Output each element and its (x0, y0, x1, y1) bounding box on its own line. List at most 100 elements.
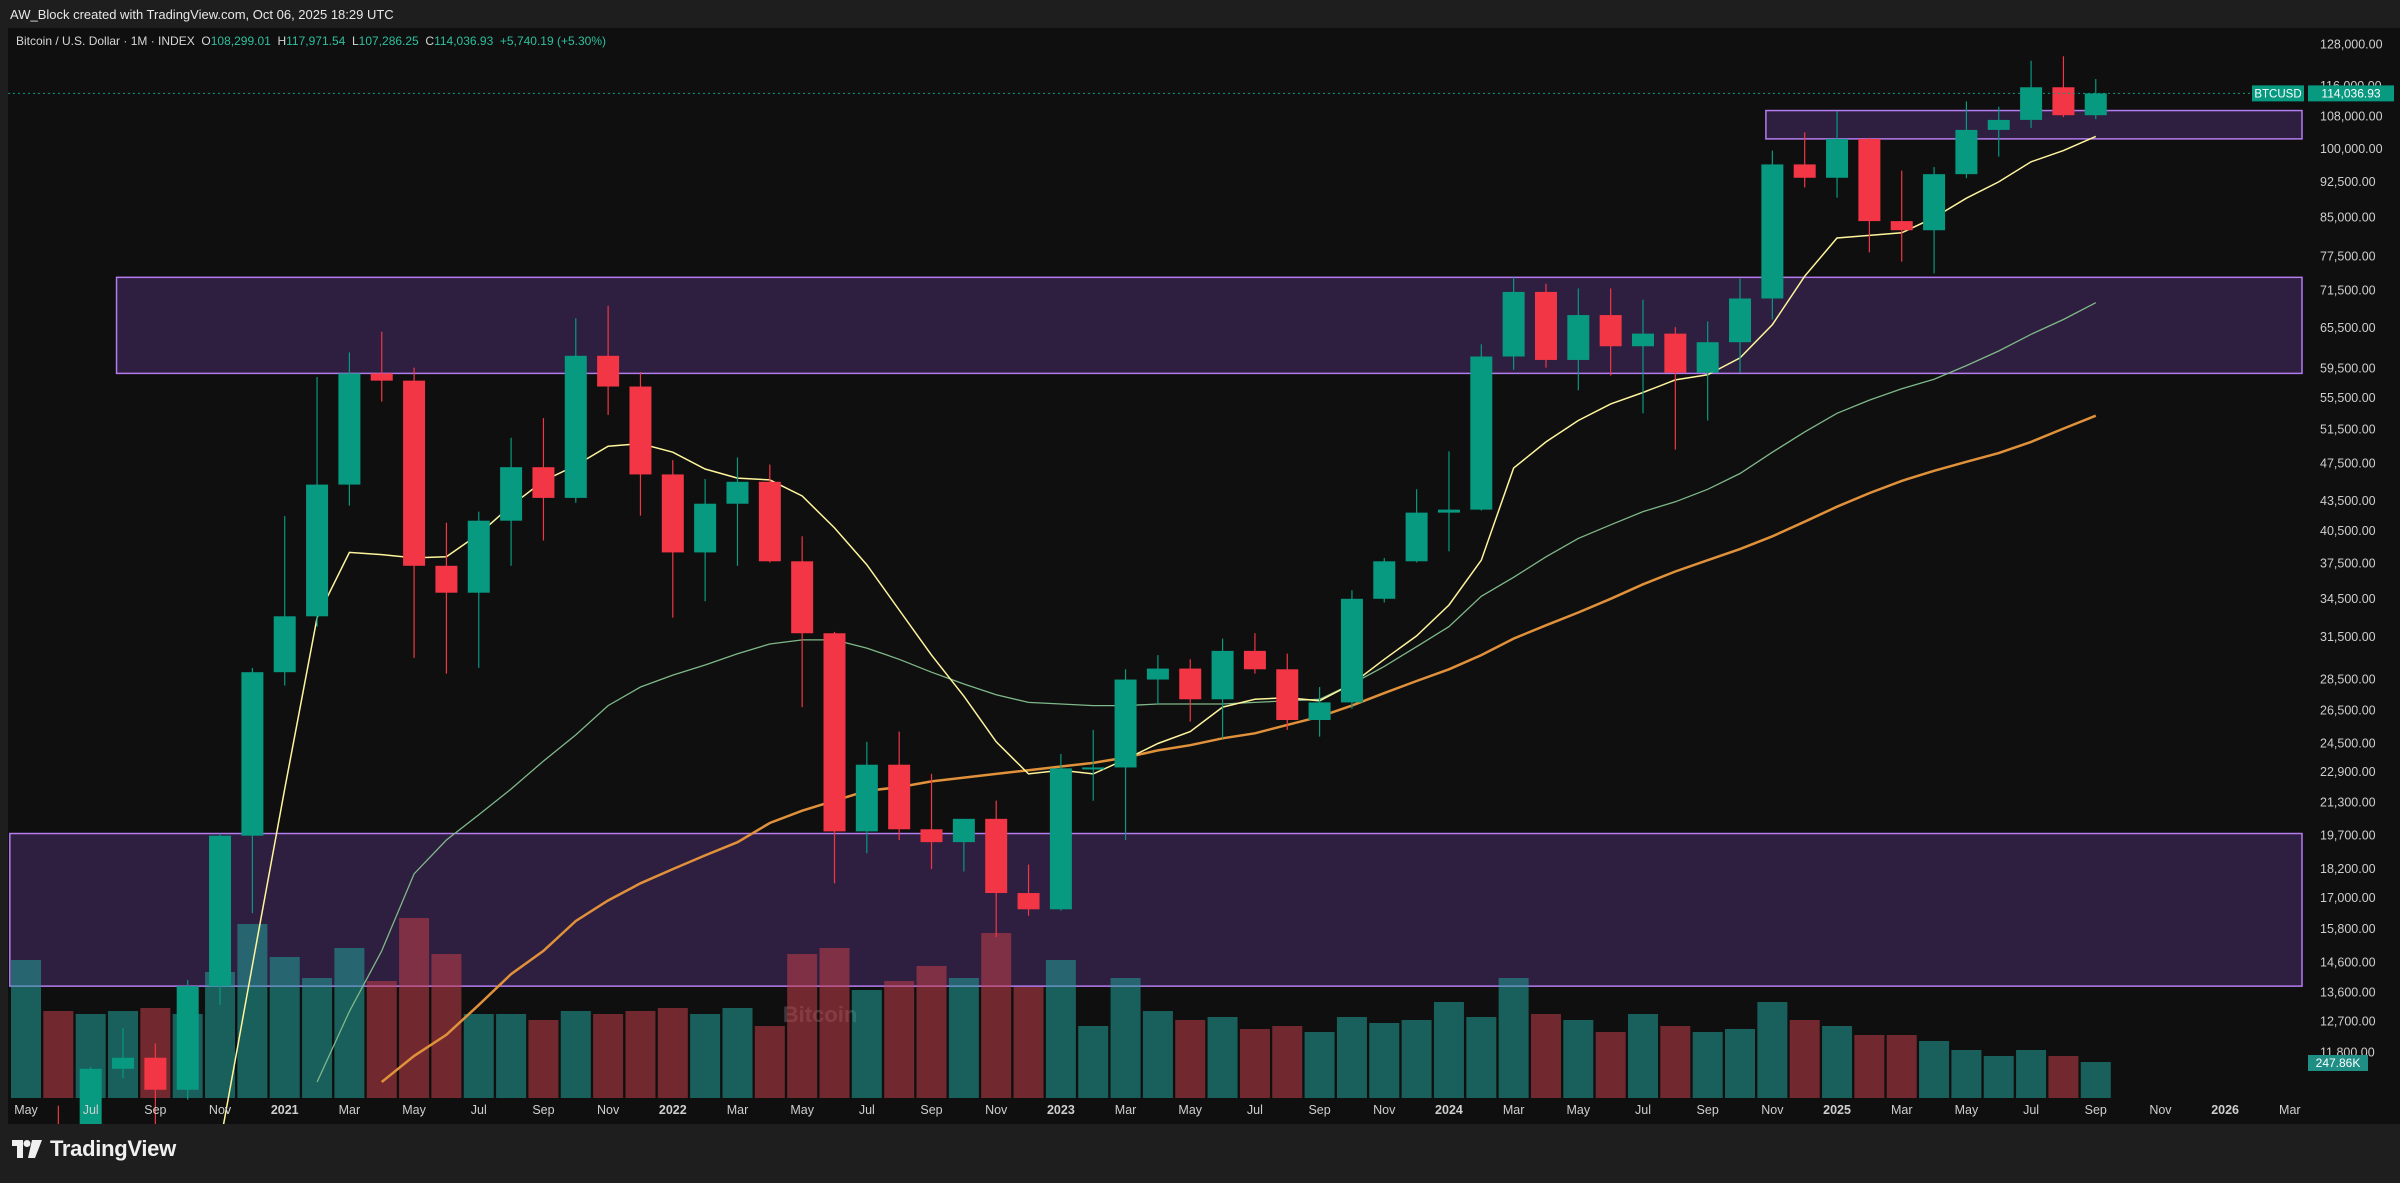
time-tick-label: May (1955, 1103, 1979, 1117)
low-label: L (351, 34, 359, 48)
candle (532, 418, 555, 541)
candle (1729, 278, 1752, 373)
candle (306, 377, 329, 627)
candle-body (1696, 342, 1719, 373)
candle (597, 305, 620, 415)
candle (2084, 79, 2107, 120)
time-tick-label: Jul (859, 1103, 875, 1117)
ma-slow-line (380, 414, 2097, 1083)
support-zone-0 (9, 832, 2303, 987)
price-tick-label: 19,700.00 (2320, 829, 2376, 843)
volume-bar (237, 924, 268, 1098)
volume-bar (2048, 1056, 2079, 1098)
volume-bar (593, 1014, 624, 1098)
price-tick-label: 28,500.00 (2320, 673, 2376, 687)
candle-body (1955, 129, 1978, 175)
time-tick-label: May (402, 1103, 426, 1117)
price-tick-label: 51,500.00 (2320, 422, 2376, 436)
candle (79, 1066, 102, 1124)
candle (1826, 111, 1849, 198)
candle (1567, 288, 1590, 391)
candle-body (532, 467, 555, 498)
time-tick-label: Sep (532, 1103, 554, 1117)
price-tick-label: 77,500.00 (2320, 250, 2376, 264)
candle-body (1405, 512, 1428, 562)
tradingview-logo[interactable]: TradingView (12, 1136, 176, 1162)
candle (1308, 687, 1331, 737)
volume-bar (1983, 1056, 2014, 1098)
candle (273, 516, 296, 686)
volume-bar (11, 960, 41, 1098)
volume-bar (1110, 978, 1141, 1098)
close-value: 114,036.93 (434, 34, 494, 48)
candle (1793, 132, 1816, 188)
candle (823, 631, 846, 884)
time-tick-label: Mar (1503, 1103, 1525, 1117)
candle-body (1340, 598, 1363, 703)
volume-bar (1498, 978, 1529, 1098)
candle-body (597, 355, 620, 387)
volume-bar (1660, 1026, 1691, 1098)
volume-bar (722, 1008, 753, 1098)
volume-bar (948, 978, 979, 1098)
price-tick-label: 100,000.00 (2320, 142, 2383, 156)
candle-body (112, 1057, 135, 1069)
candle-body (1179, 668, 1202, 700)
time-tick-label: Sep (144, 1103, 166, 1117)
tradingview-brand-text: TradingView (50, 1136, 176, 1161)
candle (2052, 56, 2075, 118)
volume-bar (1078, 1026, 1109, 1098)
time-tick-label: 2022 (659, 1103, 687, 1117)
price-tick-label: 37,500.00 (2320, 557, 2376, 571)
close-label: C (425, 34, 435, 48)
price-tick-label: 15,800.00 (2320, 922, 2376, 936)
volume-bar (1725, 1029, 1756, 1098)
candle (920, 773, 943, 870)
volume-bar (1207, 1017, 1238, 1098)
volume-bar (1530, 1014, 1561, 1098)
candle-body (403, 380, 426, 566)
high-label: H (277, 34, 287, 48)
time-tick-label: May (1178, 1103, 1202, 1117)
candle (1114, 669, 1137, 840)
volume-bar (1013, 987, 1044, 1098)
candle (1340, 590, 1363, 709)
volume-bar (334, 948, 365, 1098)
candle-body (500, 467, 523, 521)
candle-body (1761, 164, 1784, 299)
candle (241, 667, 264, 914)
price-tag-symbol: BTCUSD (2254, 88, 2301, 100)
candle (435, 522, 458, 674)
candlestick-chart[interactable]: Bitcoin128,000.00116,000.00108,000.00100… (0, 0, 2400, 1124)
candle-body (241, 672, 264, 836)
volume-bar (1239, 1029, 1270, 1098)
candle-body (273, 616, 296, 673)
candle (1373, 557, 1396, 603)
candle-body (920, 829, 943, 843)
candle (1017, 864, 1040, 916)
candle (661, 460, 684, 618)
price-tick-label: 17,000.00 (2320, 891, 2376, 905)
volume-bar (1142, 1011, 1173, 1098)
volume-bar (463, 1014, 494, 1098)
candle (1987, 106, 2010, 157)
volume-bar (1304, 1032, 1335, 1098)
candle (855, 741, 878, 854)
candle (1082, 729, 1105, 801)
volume-bar (1466, 1017, 1497, 1098)
volume-bar (1951, 1050, 1982, 1098)
candle (2020, 60, 2043, 128)
candle-body (952, 818, 975, 843)
volume-bar (1692, 1032, 1723, 1098)
volume-bar (1919, 1041, 1950, 1098)
candle (144, 1043, 167, 1124)
volume-bar (1401, 1020, 1432, 1098)
candle (1632, 299, 1654, 414)
volume-bar (981, 933, 1012, 1098)
volume-bar (302, 978, 333, 1098)
volume-bar (1628, 1014, 1658, 1098)
candle-body (1082, 767, 1105, 770)
candle (1049, 753, 1072, 911)
candle-body (435, 565, 458, 593)
candle (985, 800, 1008, 938)
